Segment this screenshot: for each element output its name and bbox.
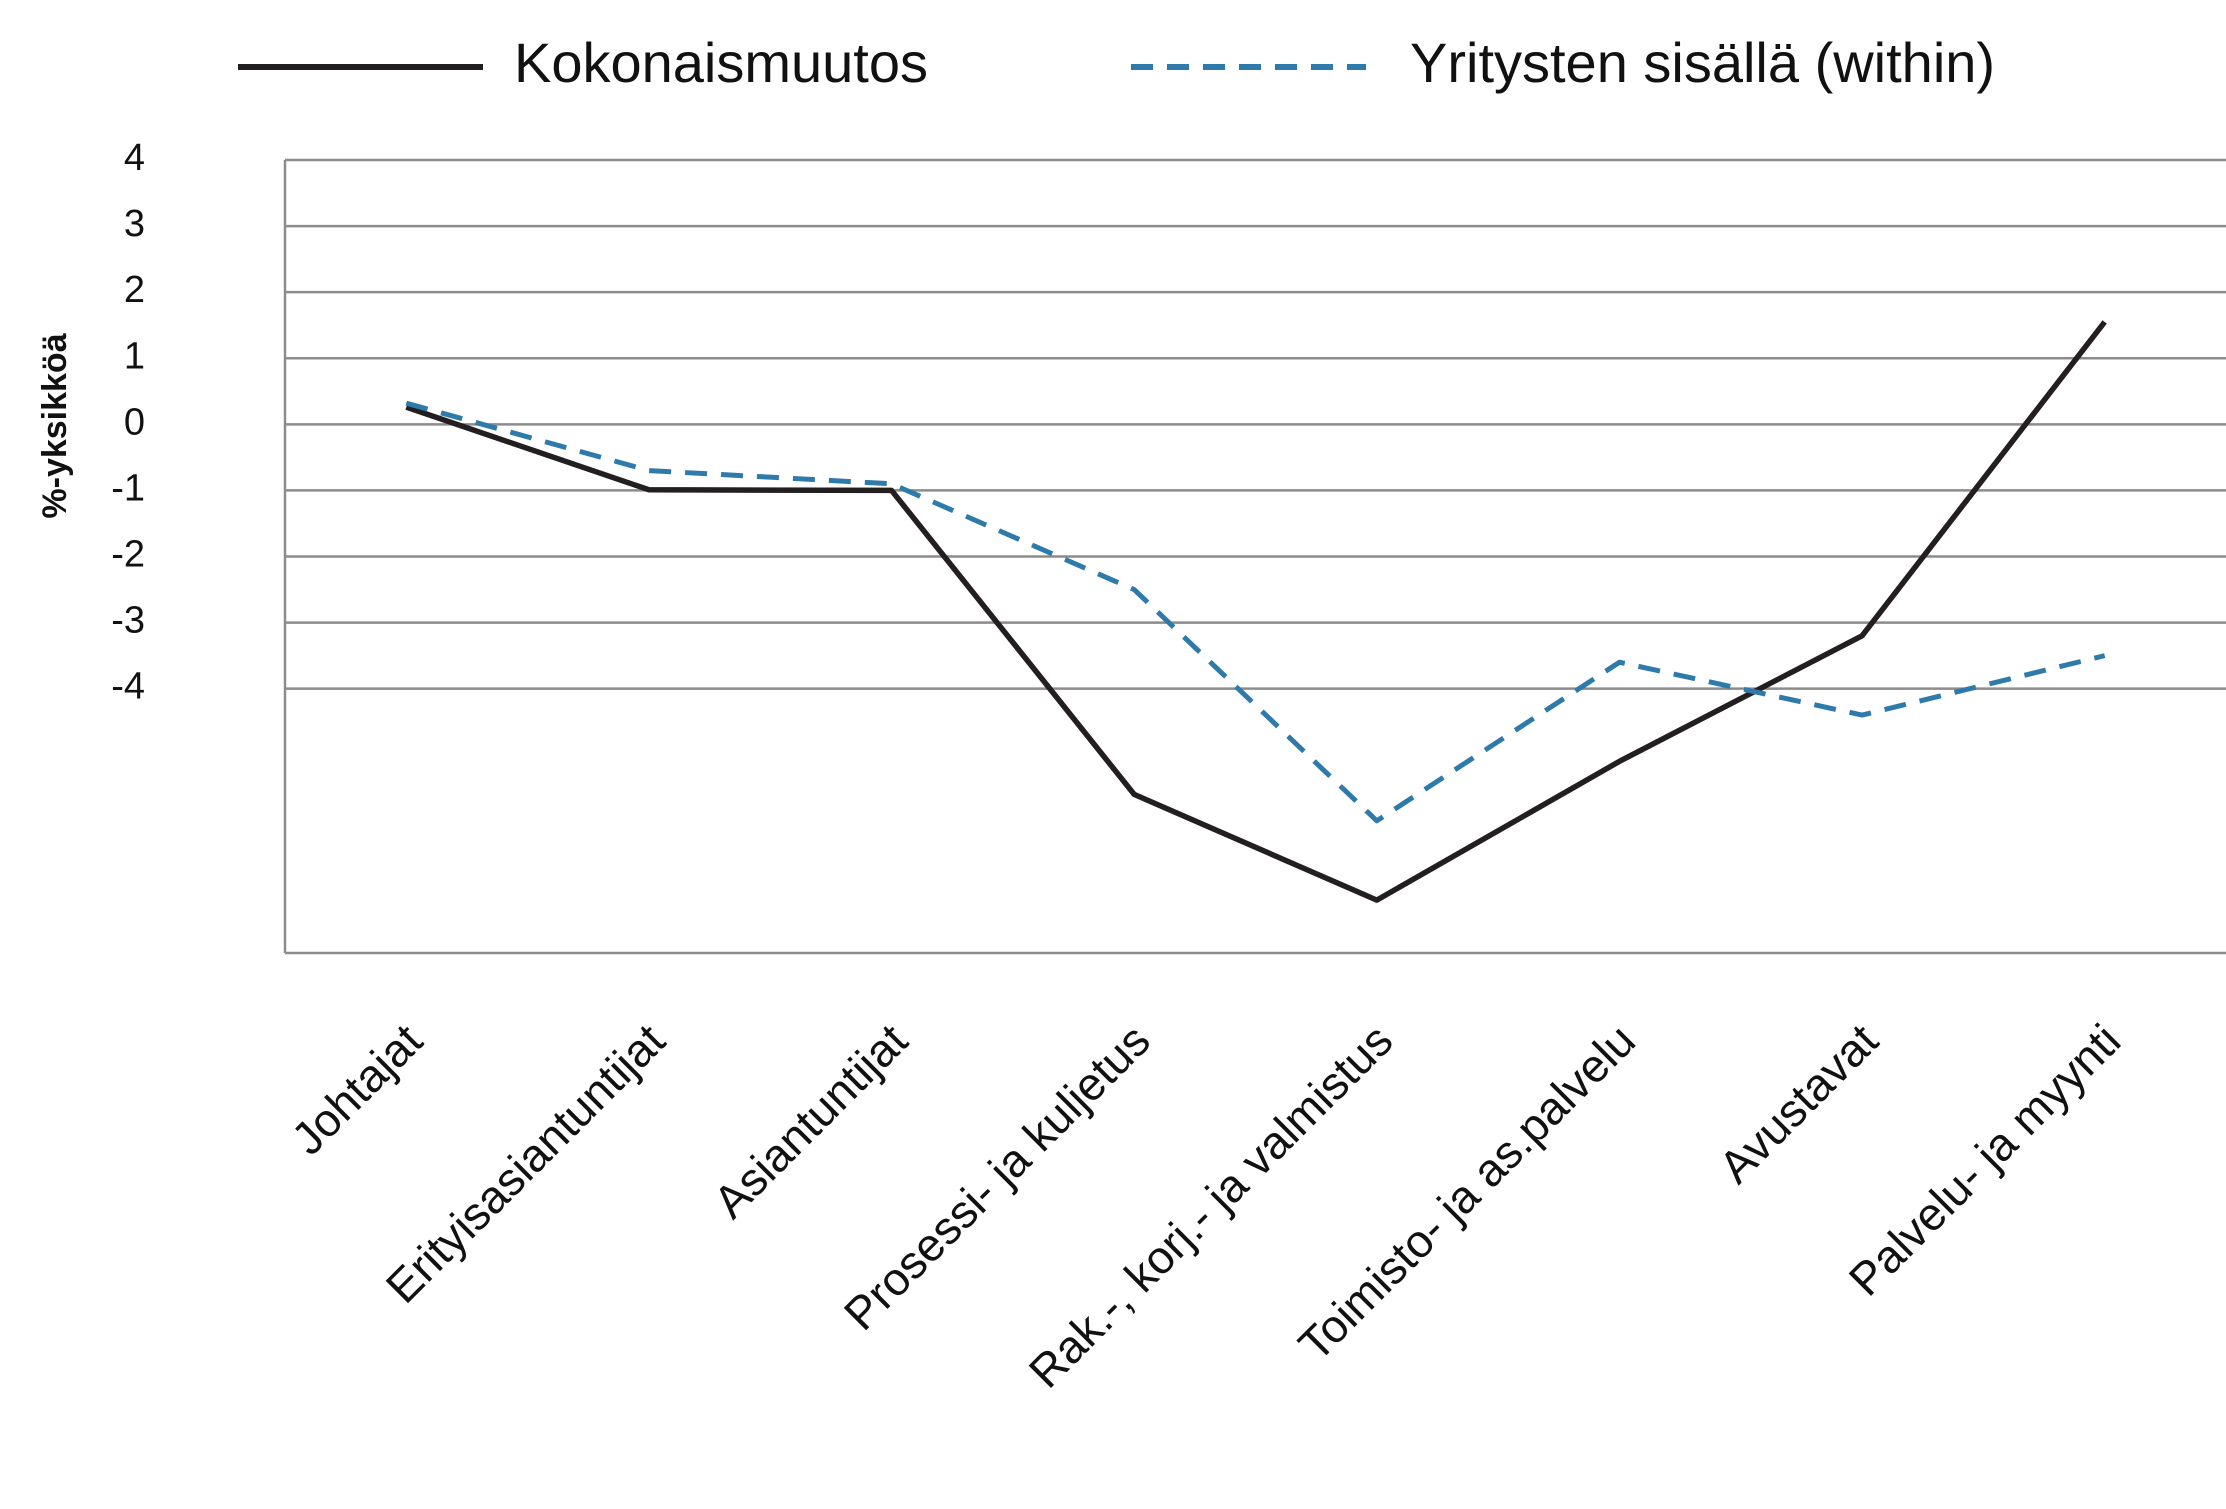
- x-tick-label: Palvelu- ja myynti: [1839, 1014, 2131, 1306]
- series-line: [405, 320, 2107, 903]
- y-tick-label: -1: [111, 467, 145, 509]
- y-tick-label: 0: [124, 401, 145, 443]
- y-tick-label: -4: [111, 666, 145, 708]
- y-axis-label: %-yksikköä: [36, 333, 74, 518]
- y-tick-label: -2: [111, 534, 145, 576]
- x-tick-label: Asiantuntijat: [703, 1014, 917, 1228]
- x-tick-label: Johtajat: [281, 1014, 432, 1165]
- y-tick-label: 1: [124, 335, 145, 377]
- x-tick-label: Avustavat: [1709, 1014, 1888, 1193]
- y-tick-label: 3: [124, 203, 145, 245]
- y-tick-label: 2: [124, 269, 145, 311]
- series-line: [405, 400, 2106, 824]
- y-tick-label: -3: [111, 600, 145, 642]
- y-tick-label: 4: [124, 137, 145, 179]
- legend-label: Yritysten sisällä (within): [1410, 31, 1995, 94]
- legend-label: Kokonaismuutos: [514, 31, 928, 94]
